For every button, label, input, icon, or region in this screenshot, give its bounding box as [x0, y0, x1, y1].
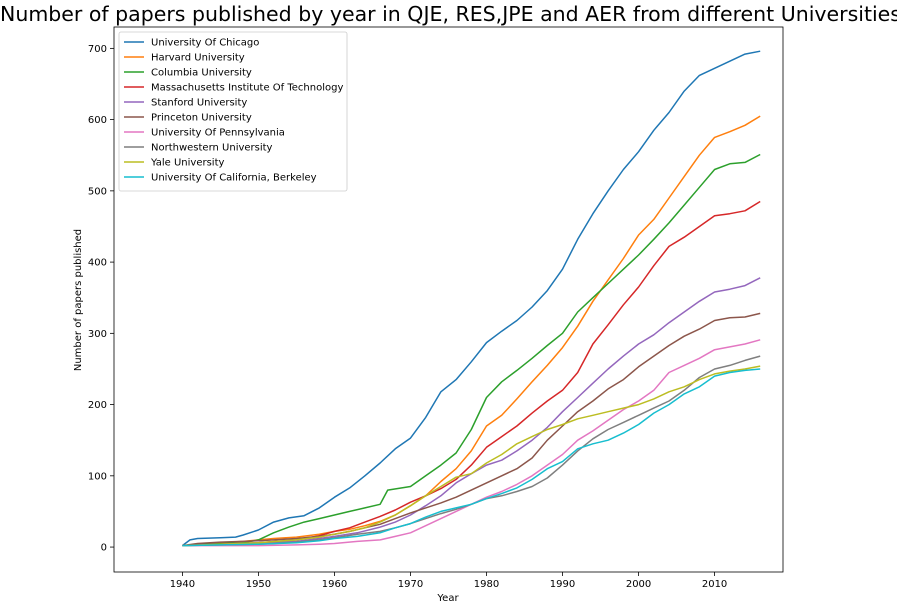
- x-tick-label: 1950: [246, 579, 271, 590]
- y-tick-label: 0: [101, 543, 107, 554]
- axes-frame: [113, 26, 784, 573]
- legend-label-8: Yale University: [150, 158, 224, 169]
- legend-label-6: University Of Pennsylvania: [151, 128, 285, 139]
- legend-label-0: University Of Chicago: [151, 38, 259, 49]
- y-tick-label: 100: [88, 471, 107, 482]
- x-tick-label: 1960: [322, 579, 347, 590]
- series-line-6: [182, 339, 761, 547]
- legend-label-4: Stanford University: [151, 98, 247, 109]
- series-line-4: [182, 277, 761, 547]
- y-tick-label: 200: [88, 400, 107, 411]
- series-line-8: [182, 365, 761, 547]
- legend-label-1: Harvard University: [151, 53, 245, 64]
- y-axis-label: Number of papers published: [73, 229, 84, 371]
- x-tick-label: 1940: [170, 579, 195, 590]
- y-tick-label: 500: [88, 186, 107, 197]
- series-lines: [181, 50, 761, 547]
- x-tick-label: 2010: [702, 579, 727, 590]
- legend-box: [118, 31, 348, 192]
- legend: University Of Chicago Harvard University C…: [118, 31, 348, 192]
- legend-label-2: Columbia University: [151, 68, 252, 79]
- x-tick-label: 1970: [398, 579, 423, 590]
- y-tick-label: 300: [88, 329, 107, 340]
- axes: 1940 1950 1960 1970 1980 1990 2000 2010 0 100 200 3…: [88, 26, 784, 590]
- x-tick-label: 1980: [474, 579, 499, 590]
- series-line-1: [182, 115, 761, 547]
- series-line-0: [181, 50, 761, 547]
- series-line-3: [182, 200, 761, 547]
- legend-label-9: University Of California, Berkeley: [151, 173, 317, 184]
- y-tick-label: 700: [88, 44, 107, 55]
- y-tick-label: 600: [88, 115, 107, 126]
- y-tick-label: 400: [88, 258, 107, 269]
- series-line-5: [182, 312, 761, 547]
- legend-label-7: Northwestern University: [151, 143, 273, 154]
- legend-label-3: Massachusetts Institute Of Technology: [151, 83, 343, 94]
- legend-label-5: Princeton University: [151, 113, 252, 124]
- series-line-2: [182, 153, 761, 547]
- x-axis-label: Year: [436, 593, 459, 604]
- x-tick-label: 1990: [550, 579, 575, 590]
- chart-title: Number of papers published by year in QJ…: [0, 2, 897, 26]
- series-line-7: [182, 355, 761, 547]
- x-tick-label: 2000: [626, 579, 651, 590]
- series-line-9: [182, 368, 761, 547]
